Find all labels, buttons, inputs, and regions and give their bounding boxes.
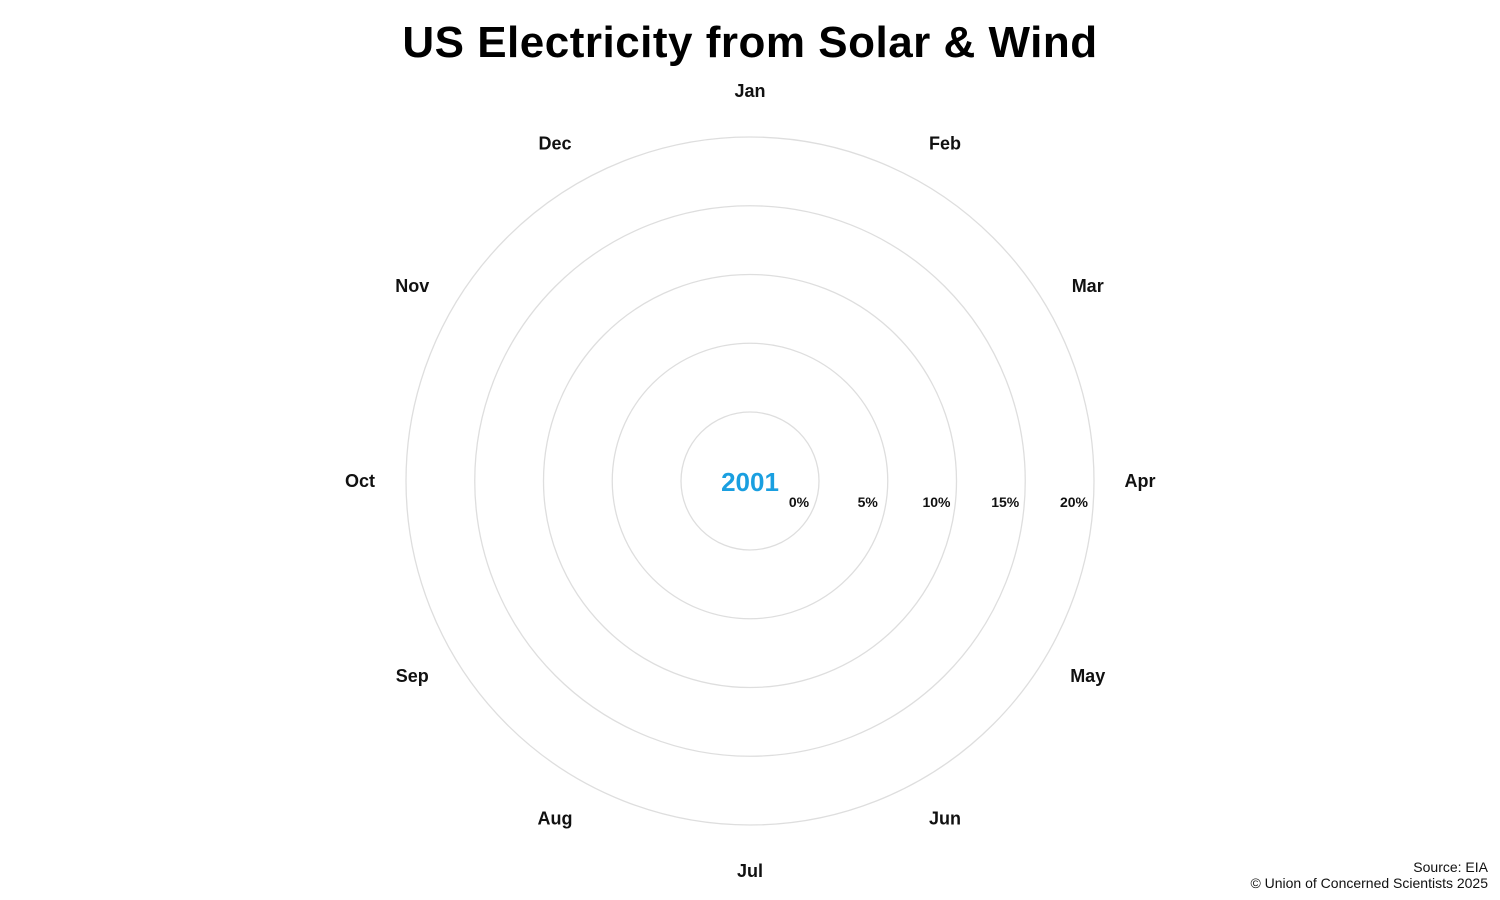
month-label-jun: Jun [929,809,961,829]
copyright-label: © Union of Concerned Scientists 2025 [1250,875,1488,891]
grid-ring-0 [680,411,820,551]
month-labels: Jan Feb Mar Apr May Jun Jul Aug Sep Oct Nov Dec [345,81,1156,881]
ring-label-15: 15% [991,494,1020,510]
source-label: Source: EIA [1413,859,1488,875]
month-label-jan: Jan [734,81,765,101]
month-label-aug: Aug [538,809,573,829]
month-label-feb: Feb [929,133,961,153]
grid-ring-10 [542,273,958,689]
grid-ring-5 [611,342,889,620]
month-label-jul: Jul [737,861,763,881]
month-label-dec: Dec [538,133,571,153]
month-label-apr: Apr [1125,471,1156,491]
month-label-may: May [1070,666,1105,686]
footer: Source: EIA © Union of Concerned Scienti… [1250,859,1488,891]
ring-label-0: 0% [789,494,810,510]
month-label-nov: Nov [395,276,429,296]
year-label: 2001 [721,467,779,497]
month-label-mar: Mar [1072,276,1104,296]
ring-label-5: 5% [858,494,879,510]
ring-labels: 0% 5% 10% 15% 20% [789,494,1089,510]
chart-title: US Electricity from Solar & Wind [402,18,1098,67]
grid-ring-15 [474,205,1026,757]
grid-ring-20 [405,136,1095,826]
month-label-sep: Sep [396,666,429,686]
grid-rings [405,136,1095,826]
ring-label-20: 20% [1060,494,1089,510]
ring-label-10: 10% [922,494,951,510]
month-label-oct: Oct [345,471,375,491]
